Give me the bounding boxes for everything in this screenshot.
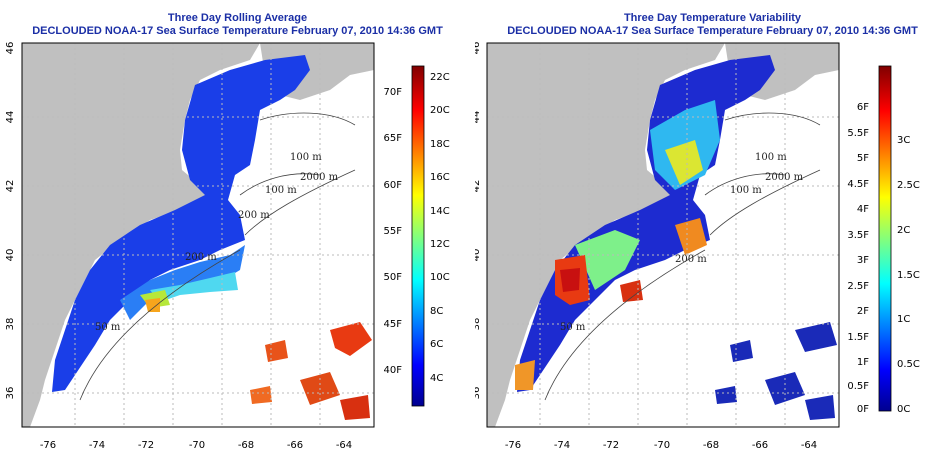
- longitude-tick: -72: [138, 440, 154, 451]
- colorbar-celsius-label: 3C: [897, 135, 910, 146]
- contour-label: 50 m: [95, 322, 121, 333]
- colorbar-celsius-label: 22C: [430, 72, 450, 83]
- longitude-tick: -64: [801, 440, 817, 451]
- contour-label: 100 m: [265, 185, 297, 196]
- contour-label: 100 m: [290, 152, 322, 163]
- colorbar-fahrenheit-label: 6F: [857, 102, 869, 113]
- colorbar-fahrenheit-label: 60F: [384, 180, 403, 191]
- colorbar-fahrenheit-label: 4.5F: [847, 179, 869, 190]
- longitude-tick: -64: [336, 440, 352, 451]
- longitude-tick: -76: [505, 440, 521, 451]
- panel-title: Three Day Temperature Variability: [623, 12, 802, 24]
- colorbar-celsius-label: 6C: [430, 339, 443, 350]
- colorbar-fahrenheit-label: 0.5F: [847, 381, 869, 392]
- contour-label: 2000 m: [765, 172, 804, 183]
- colorbar-fahrenheit-label: 65F: [384, 133, 403, 144]
- colorbar-celsius-label: 1.5C: [897, 270, 920, 281]
- contour-label: 2000 m: [300, 172, 339, 183]
- longitude-tick: -66: [752, 440, 768, 451]
- colorbar-celsius-label: 16C: [430, 172, 450, 183]
- land-mass: [487, 43, 725, 427]
- longitude-tick: -70: [654, 440, 670, 451]
- longitude-tick: -76: [40, 440, 56, 451]
- contour-label: 100 m: [755, 152, 787, 163]
- sst-variability-map: 100 m 100 m 2000 m 200 m 50 m -76 -74 -7…: [475, 42, 920, 451]
- colorbar-celsius-label: 0C: [897, 404, 910, 415]
- colorbar: [411, 65, 425, 407]
- colorbar-fahrenheit-label: 5.5F: [847, 128, 869, 139]
- map-frame: [486, 42, 840, 428]
- sst-field: [52, 55, 310, 392]
- latitude-tick: 36: [5, 387, 16, 400]
- contour-label: 50 m: [560, 322, 586, 333]
- colorbar-celsius-label: 10C: [430, 272, 450, 283]
- colorbar-fahrenheit-label: 50F: [384, 272, 403, 283]
- longitude-tick: -74: [554, 440, 570, 451]
- contour-label: 200 m: [185, 252, 217, 263]
- colorbar-fahrenheit-label: 1.5F: [847, 332, 869, 343]
- sst-average-panel: Three Day Rolling Average DECLOUDED NOAA…: [5, 12, 450, 451]
- panel-title: Three Day Rolling Average: [167, 12, 308, 24]
- longitude-tick: -74: [89, 440, 105, 451]
- colorbar-celsius-label: 1C: [897, 314, 910, 325]
- colorbar-fahrenheit-label: 4F: [857, 204, 869, 215]
- colorbar-celsius-label: 14C: [430, 206, 450, 217]
- panel-subtitle: DECLOUDED NOAA-17 Sea Surface Temperatur…: [32, 25, 443, 37]
- longitude-tick: -68: [238, 440, 254, 451]
- land-mass: [22, 43, 260, 427]
- contour-label: 200 m: [675, 254, 707, 265]
- contour-label: 200 m: [238, 210, 270, 221]
- latitude-tick: 42: [475, 180, 482, 193]
- sst-variability-panel: Three Day Temperature Variability DECLOU…: [475, 0, 950, 475]
- latitude-tick: 44: [5, 111, 16, 124]
- latitude-tick: 38: [475, 318, 482, 331]
- colorbar: [878, 65, 892, 412]
- latitude-tick: 44: [475, 111, 482, 124]
- latitude-tick: 40: [475, 249, 482, 262]
- colorbar-fahrenheit-label: 40F: [384, 365, 403, 376]
- colorbar-fahrenheit-label: 45F: [384, 319, 403, 330]
- colorbar-fahrenheit-label: 5F: [857, 153, 869, 164]
- latitude-tick: 46: [5, 42, 16, 55]
- colorbar-fahrenheit-label: 2.5F: [847, 281, 869, 292]
- colorbar-fahrenheit-label: 3.5F: [847, 230, 869, 241]
- colorbar-fahrenheit-label: 2F: [857, 306, 869, 317]
- colorbar-fahrenheit-label: 0F: [857, 404, 869, 415]
- map-frame: [21, 42, 375, 428]
- colorbar-celsius-label: 4C: [430, 373, 443, 384]
- contour-label: 100 m: [730, 185, 762, 196]
- colorbar-celsius-label: 0.5C: [897, 359, 920, 370]
- colorbar-celsius-label: 18C: [430, 139, 450, 150]
- latitude-tick: 36: [475, 387, 482, 400]
- longitude-tick: -68: [703, 440, 719, 451]
- panel-subtitle: DECLOUDED NOAA-17 Sea Surface Temperatur…: [507, 25, 918, 37]
- longitude-tick: -70: [189, 440, 205, 451]
- sst-average-map: 100 m 100 m 2000 m 200 m 200 m 50 m -76 …: [5, 42, 450, 451]
- colorbar-celsius-label: 2.5C: [897, 180, 920, 191]
- longitude-tick: -72: [603, 440, 619, 451]
- colorbar-celsius-label: 20C: [430, 105, 450, 116]
- latitude-tick: 42: [5, 180, 16, 193]
- colorbar-celsius-label: 2C: [897, 225, 910, 236]
- colorbar-fahrenheit-label: 3F: [857, 255, 869, 266]
- latitude-tick: 46: [475, 42, 482, 55]
- latitude-tick: 38: [5, 318, 16, 331]
- colorbar-celsius-label: 12C: [430, 239, 450, 250]
- colorbar-celsius-label: 8C: [430, 306, 443, 317]
- longitude-tick: -66: [287, 440, 303, 451]
- latitude-tick: 40: [5, 249, 16, 262]
- colorbar-fahrenheit-label: 70F: [384, 87, 403, 98]
- colorbar-fahrenheit-label: 1F: [857, 357, 869, 368]
- colorbar-fahrenheit-label: 55F: [384, 226, 403, 237]
